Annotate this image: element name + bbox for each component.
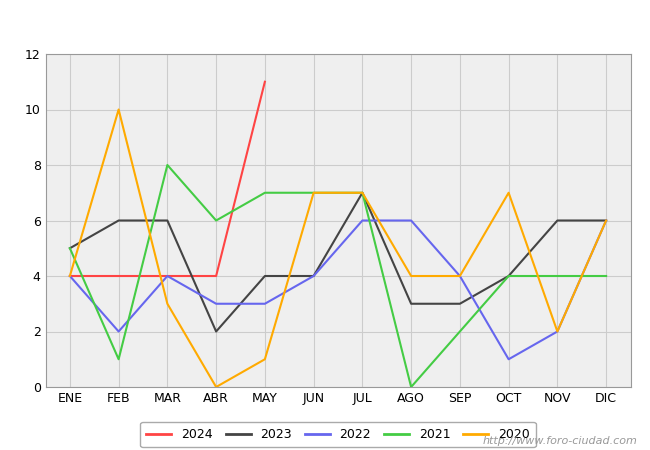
Text: Matriculaciones de Vehiculos en Fuenmayor: Matriculaciones de Vehiculos en Fuenmayo… [127,14,523,32]
Text: http://www.foro-ciudad.com: http://www.foro-ciudad.com [482,436,637,446]
Legend: 2024, 2023, 2022, 2021, 2020: 2024, 2023, 2022, 2021, 2020 [140,422,536,447]
